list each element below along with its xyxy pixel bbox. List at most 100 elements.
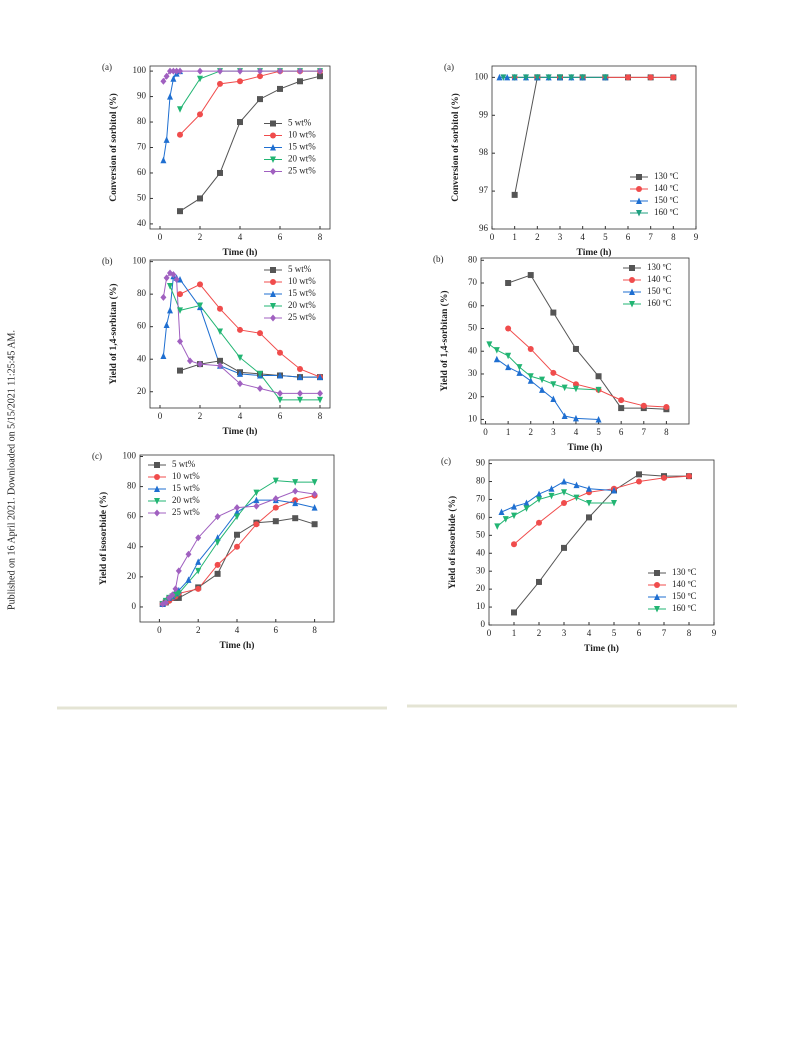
y-tick-label: 10 [468,414,478,424]
y-tick-label: 20 [137,386,147,396]
x-tick-label: 8 [671,232,676,242]
data-point [197,281,203,288]
data-point [217,357,223,364]
x-tick-label: 8 [318,232,323,242]
data-point [177,131,183,138]
x-tick-label: 0 [158,232,163,242]
legend-label: 160 ºC [647,298,672,308]
data-point [167,306,173,314]
data-point [572,345,579,352]
data-point [160,352,167,359]
y-tick-label: 70 [137,142,147,152]
data-point [197,67,203,75]
y-tick-label: 90 [137,91,147,101]
panel-label: (c) [92,451,102,461]
data-point [611,500,617,507]
data-point [170,271,177,279]
data-point [234,513,240,521]
legend-label: 130 ºC [654,171,679,181]
data-point [160,293,167,301]
data-point [496,73,503,81]
legend-label: 25 wt% [172,507,200,517]
data-point [185,576,192,583]
y-tick-label: 70 [468,277,478,287]
data-point [527,272,534,279]
data-point [297,365,303,372]
data-point [234,504,240,512]
data-point [177,291,183,298]
legend-marker [270,132,276,139]
legend-marker [270,314,276,322]
data-point [163,321,170,329]
data-point [197,360,203,368]
x-tick-label: 8 [687,628,692,638]
data-point [167,283,173,290]
legend-marker [654,582,660,588]
legend-label: 160 ºC [654,207,679,217]
data-point [579,74,586,81]
legend-label: 140 ºC [647,274,672,284]
y-tick-label: 20 [468,391,478,401]
data-point [237,326,243,333]
data-point [573,481,580,489]
y-tick-label: 50 [468,323,478,333]
data-point [237,67,243,75]
download-notice: Published on 16 April 2021. Downloaded o… [6,330,17,610]
data-point [234,531,240,538]
data-point [214,561,221,568]
legend-label: 150 ºC [654,195,679,205]
legend-label: 20 wt% [172,495,200,505]
data-point [618,397,625,404]
chart: 96 97 98 99 100 0 1 2 3 4 5 6 7 8 9 (a) Conversion of so… [444,62,699,258]
data-point [297,67,303,75]
data-point [214,534,221,541]
data-point [292,515,299,522]
series-line [513,473,689,613]
legend-label: 5 wt% [288,264,312,274]
y-axis-title: Yield of 1,4-sorbitan (%) [108,284,119,385]
y-tick-label: 60 [137,167,147,177]
x-tick-label: 1 [506,427,511,437]
data-point [277,396,283,404]
data-point [550,309,557,316]
y-tick-label: 80 [137,116,147,126]
data-point [253,502,260,510]
legend-marker [636,174,642,180]
legend-marker [636,197,642,204]
y-tick-label: 100 [133,65,147,75]
data-point [311,490,318,498]
legend-marker [654,570,660,576]
y-tick-label: 97 [479,185,489,195]
legend-marker [629,277,635,283]
data-point [523,74,529,81]
legend-marker [270,156,276,163]
x-tick-label: 6 [637,628,642,638]
x-tick-label: 5 [603,232,608,242]
data-point [257,330,263,337]
data-point [505,325,512,332]
x-tick-label: 2 [537,628,542,638]
legend-marker [629,301,635,308]
data-point [511,512,517,520]
data-point [272,518,279,525]
legend-label: 5 wt% [172,459,196,469]
x-tick-label: 3 [562,628,567,638]
series-line [507,328,667,408]
data-point [561,384,568,392]
legend-label: 25 wt% [288,166,316,176]
data-point [217,305,223,312]
legend-label: 10 wt% [172,471,200,481]
data-point [536,496,542,503]
data-point [214,570,221,577]
y-axis-title: Conversion of sorbitol (%) [108,93,119,201]
y-tick-label: 60 [127,511,137,521]
data-point [511,74,518,81]
chart: 10 20 30 40 50 60 70 80 0 1 2 3 4 5 6 7 8 (b) Yield of 1,4… [433,254,690,453]
chart: 0 20 40 60 80 100 0 2 4 6 8 (c) Yield of isosorbide … [92,451,335,651]
data-point [237,380,243,388]
data-point [561,544,567,551]
data-point [561,412,568,420]
legend-marker [154,462,160,468]
legend-label: 10 wt% [288,276,316,286]
x-tick-label: 0 [487,628,492,638]
